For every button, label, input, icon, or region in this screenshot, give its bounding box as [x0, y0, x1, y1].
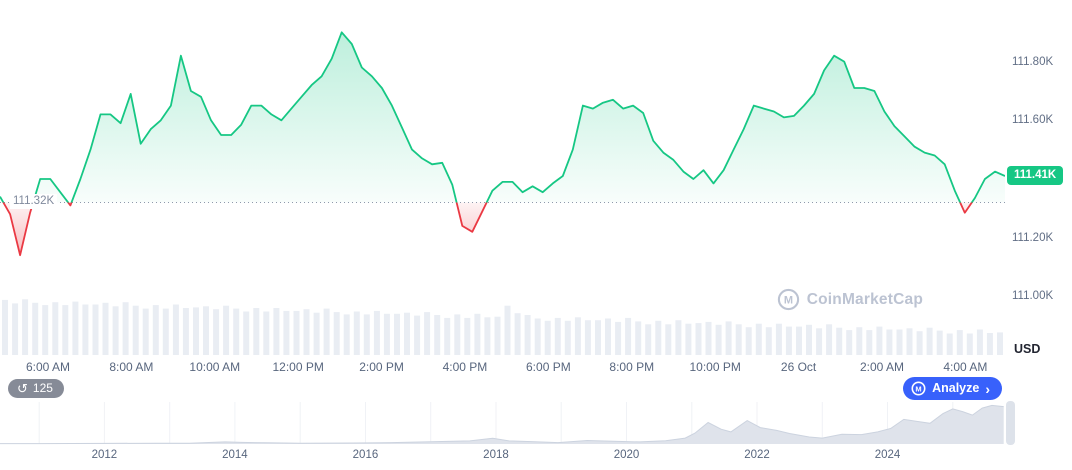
svg-text:M: M: [784, 295, 793, 307]
price-line-up: [0, 31, 1005, 203]
x-axis-tick: 26 Oct: [780, 360, 817, 374]
y-axis-tick: 111.80K: [1012, 55, 1054, 68]
timeline-year-labels: 2012 2014 2016 2018 2020 2022 2024: [0, 448, 1005, 464]
minimap-scrollbar-thumb[interactable]: [1006, 401, 1015, 445]
minimap-year-label: 2024: [874, 449, 901, 461]
x-axis-tick: 8:00 AM: [109, 360, 154, 374]
x-axis-tick: 6:00 AM: [25, 360, 70, 374]
y-axis-tick: 111.00K: [1012, 290, 1054, 303]
x-axis-tick: 4:00 AM: [943, 360, 988, 374]
analyze-button[interactable]: M Analyze ›: [903, 377, 1002, 400]
minimap-year-label: 2014: [222, 449, 248, 461]
y-axis-tick: 111.60K: [1012, 114, 1054, 127]
x-axis-tick: 4:00 PM: [442, 360, 488, 374]
minimap-year-label: 2022: [744, 449, 770, 461]
x-axis-tick: 8:00 PM: [609, 360, 655, 374]
price-axis: 111.41K USD 111.80K 111.60K 111.20K 111.00K: [1005, 0, 1072, 356]
analyze-label: Analyze: [932, 381, 980, 395]
minimap-history-area: [0, 405, 1004, 444]
history-icon: ↺: [17, 380, 28, 396]
coinmarketcap-logo-icon: M: [777, 288, 799, 311]
chevron-right-icon: ›: [985, 380, 990, 397]
x-axis-tick: 12:00 PM: [272, 360, 324, 374]
open-price-label: 111.32K: [10, 194, 58, 210]
minimap-year-label: 2018: [483, 449, 509, 461]
x-axis-tick: 6:00 PM: [526, 360, 571, 374]
coinmarketcap-watermark: M CoinMarketCap: [777, 288, 923, 311]
price-area-green: [0, 32, 1005, 203]
chart-controls-row: ↺ 125 M Analyze ›: [0, 376, 1072, 402]
y-axis-tick: 111.20K: [1012, 231, 1054, 244]
x-axis-tick: 10:00 PM: [689, 360, 741, 374]
timeline-minimap[interactable]: [0, 402, 1005, 445]
minimap-history-line: [0, 404, 1004, 445]
price-chart-area[interactable]: 111.32K M CoinMarketCap: [0, 0, 1005, 356]
x-axis-tick: 2:00 PM: [359, 360, 404, 374]
time-axis: 6:00 AM 8:00 AM 10:00 AM 12:00 PM 2:00 PM 4:0…: [0, 356, 1005, 378]
minimap-year-label: 2016: [352, 449, 379, 461]
current-price-badge: 111.41K: [1007, 166, 1064, 186]
minimap-year-label: 2012: [91, 449, 118, 461]
minimap-area-chart[interactable]: [0, 402, 1005, 445]
x-axis-tick: 10:00 AM: [189, 360, 241, 374]
volume-bars: [2, 299, 1003, 355]
currency-label: USD: [1014, 342, 1041, 356]
watermark-text: CoinMarketCap: [806, 290, 923, 308]
minimap-year-label: 2020: [613, 449, 640, 461]
x-axis-tick: 2:00 AM: [859, 360, 904, 374]
price-line-chart[interactable]: [0, 0, 1005, 356]
analyze-logo-icon: M: [911, 381, 926, 396]
history-count-badge[interactable]: ↺ 125: [8, 379, 64, 398]
history-count-label: 125: [32, 381, 53, 395]
svg-text:M: M: [915, 385, 921, 394]
